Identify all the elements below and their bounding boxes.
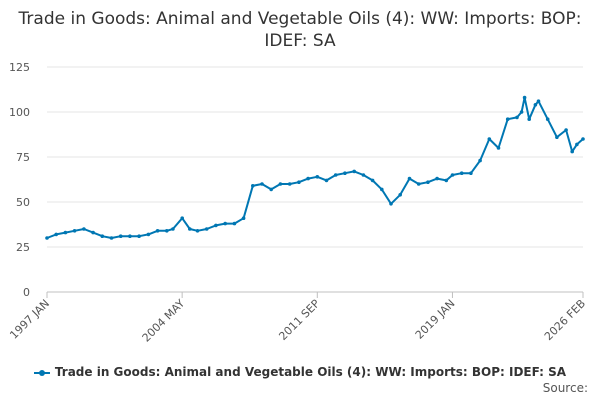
data-point bbox=[251, 184, 255, 188]
data-point bbox=[496, 146, 501, 150]
x-tick-label: 2011 SEP bbox=[276, 297, 322, 343]
series-line bbox=[46, 96, 584, 239]
data-point bbox=[575, 142, 579, 147]
y-tick-label: 100 bbox=[9, 106, 30, 119]
x-tick-label: 2004 MAY bbox=[140, 297, 188, 345]
data-point bbox=[188, 227, 192, 231]
data-point bbox=[214, 223, 218, 228]
data-point bbox=[269, 187, 274, 192]
y-tick-label: 0 bbox=[23, 286, 30, 299]
data-point bbox=[450, 173, 455, 177]
data-point bbox=[398, 193, 403, 197]
data-point bbox=[315, 175, 320, 179]
data-point bbox=[515, 115, 519, 120]
x-tick-label: 1997 JAN bbox=[7, 297, 52, 342]
data-point bbox=[287, 182, 292, 186]
x-tick-label: 2026 FEB bbox=[542, 297, 588, 343]
data-point bbox=[195, 229, 200, 233]
y-tick-label: 125 bbox=[9, 61, 30, 74]
data-point bbox=[324, 178, 329, 183]
data-point bbox=[416, 182, 421, 186]
data-point bbox=[370, 178, 375, 183]
data-point bbox=[407, 176, 412, 181]
data-point bbox=[54, 232, 58, 237]
data-point bbox=[204, 227, 209, 231]
data-point bbox=[100, 234, 105, 238]
data-point bbox=[570, 149, 574, 154]
data-point bbox=[45, 236, 49, 240]
chart-title: Trade in Goods: Animal and Vegetable Oil… bbox=[18, 9, 582, 51]
data-point bbox=[260, 182, 264, 186]
data-point bbox=[545, 117, 550, 121]
source-label: Source: bbox=[542, 381, 588, 395]
legend-item-label: Trade in Goods: Animal and Vegetable Oil… bbox=[54, 365, 567, 379]
data-point bbox=[555, 135, 559, 139]
series-group bbox=[45, 95, 585, 240]
data-point bbox=[444, 178, 449, 183]
data-point bbox=[487, 137, 492, 141]
y-axis-tick-labels: 0 25 50 75 100 125 bbox=[9, 61, 30, 299]
data-point bbox=[155, 229, 160, 233]
legend-swatch-icon bbox=[33, 367, 50, 379]
data-point bbox=[223, 221, 227, 226]
data-point bbox=[128, 234, 132, 238]
data-point bbox=[297, 180, 301, 184]
data-point bbox=[581, 137, 585, 141]
data-point bbox=[478, 158, 482, 163]
gridlines bbox=[47, 66, 583, 293]
y-tick-label: 25 bbox=[16, 241, 30, 254]
data-point bbox=[165, 229, 169, 233]
data-point bbox=[459, 171, 464, 175]
data-point bbox=[505, 117, 510, 121]
data-point bbox=[232, 221, 237, 226]
data-point bbox=[72, 229, 77, 233]
data-point bbox=[426, 180, 430, 184]
data-point bbox=[343, 171, 347, 175]
data-point bbox=[63, 230, 68, 235]
data-point bbox=[180, 216, 184, 220]
data-point bbox=[527, 117, 531, 121]
data-point bbox=[109, 236, 114, 240]
data-point bbox=[82, 227, 86, 231]
data-point bbox=[306, 176, 310, 181]
data-point bbox=[522, 95, 527, 100]
data-point bbox=[333, 173, 338, 177]
data-point bbox=[118, 234, 123, 238]
data-point bbox=[389, 202, 393, 206]
data-point bbox=[536, 99, 541, 103]
data-point bbox=[278, 182, 283, 186]
y-tick-label: 75 bbox=[16, 151, 30, 164]
data-point bbox=[435, 176, 439, 181]
data-point bbox=[352, 169, 357, 174]
data-point bbox=[91, 230, 95, 235]
data-point bbox=[380, 187, 384, 192]
data-point bbox=[137, 234, 141, 238]
data-point bbox=[241, 216, 246, 220]
y-tick-label: 50 bbox=[16, 196, 30, 209]
legend[interactable]: Trade in Goods: Animal and Vegetable Oil… bbox=[0, 365, 600, 379]
data-point bbox=[519, 110, 524, 114]
data-point bbox=[146, 232, 151, 237]
data-point bbox=[564, 128, 568, 132]
x-tick-label: 2019 JAN bbox=[413, 297, 458, 342]
data-point bbox=[171, 227, 175, 231]
data-point bbox=[469, 171, 473, 175]
x-axis: 1997 JAN 2004 MAY 2011 SEP 2019 JAN 2026 FEB bbox=[7, 292, 588, 345]
data-point bbox=[533, 103, 538, 107]
data-point bbox=[361, 173, 366, 177]
